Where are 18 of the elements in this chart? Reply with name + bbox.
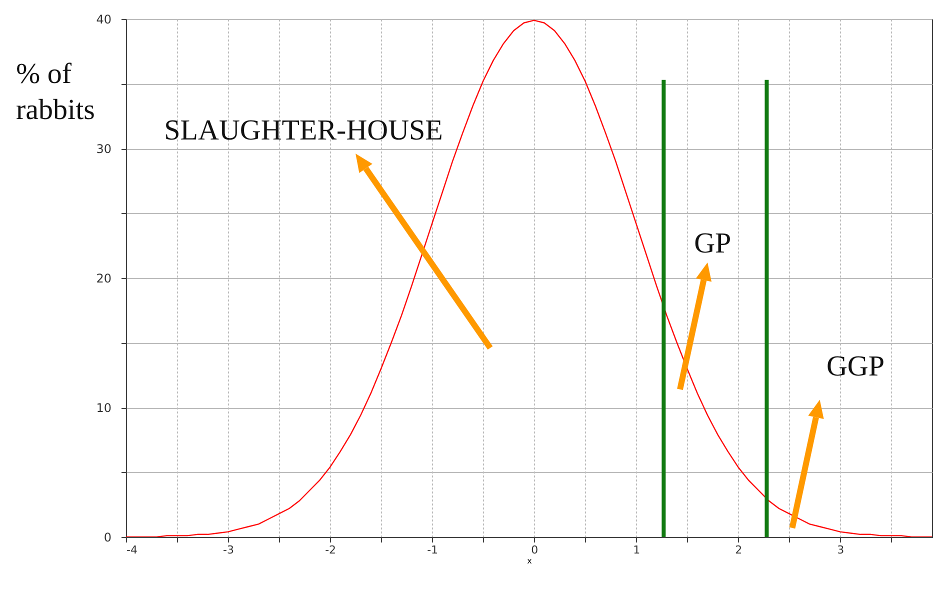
x-tick-label: -1 — [427, 544, 438, 556]
y-tick-label: 0 — [104, 530, 112, 544]
x-tick-label: 2 — [735, 544, 742, 556]
x-tick-label: 0 — [531, 544, 538, 556]
x-tick-label: -2 — [325, 544, 336, 556]
y-tick-label: 20 — [96, 272, 112, 286]
x-axis-title: x — [527, 556, 532, 566]
y-tick-label: 30 — [96, 142, 112, 156]
y-tick-label: 40 — [96, 12, 112, 26]
x-tick-label: 1 — [633, 544, 640, 556]
x-tick-label: 3 — [837, 544, 844, 556]
x-tick-label: -3 — [223, 544, 234, 556]
y-axis-title: % of rabbits — [16, 57, 96, 128]
annotation: GGP — [826, 350, 884, 382]
x-tick-label: -4 — [126, 544, 138, 556]
annotation: GP — [694, 227, 732, 260]
annotation: SLAUGHTER-HOUSE — [164, 114, 443, 147]
y-tick-label: 10 — [96, 401, 112, 415]
